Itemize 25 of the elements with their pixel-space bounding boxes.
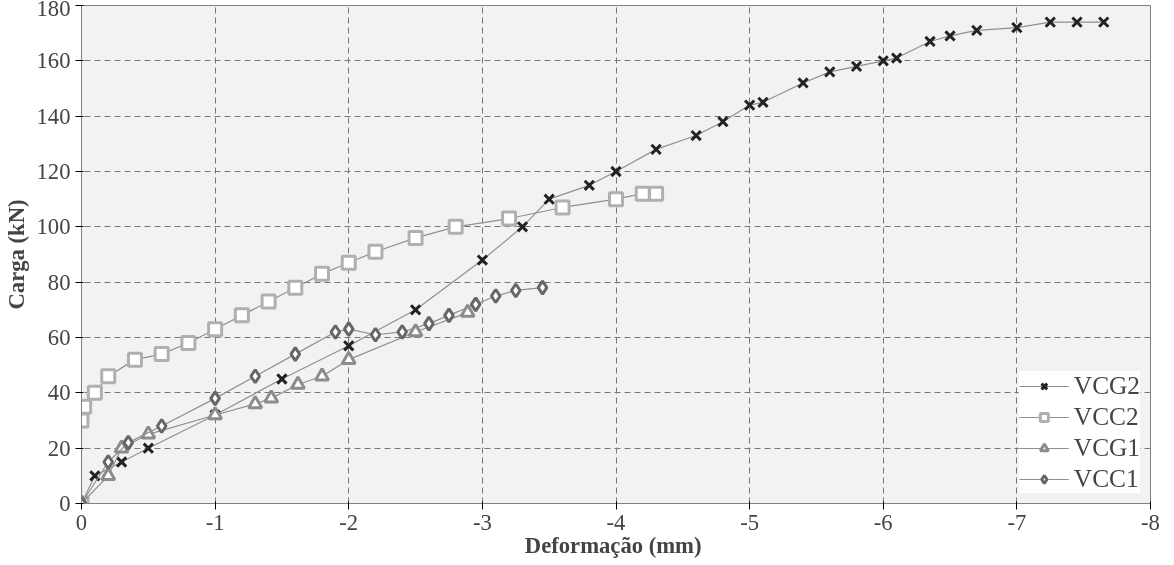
x-tick-label: -8 <box>1141 509 1160 535</box>
x-tick-label: -5 <box>740 509 760 535</box>
y-axis-title: Carga (kN) <box>3 199 29 310</box>
x-tick-label: 0 <box>75 509 88 535</box>
y-tick-label: 40 <box>47 380 71 406</box>
y-tick-label: 100 <box>36 214 71 240</box>
y-tick-label: 140 <box>36 103 71 129</box>
y-tick-label: 120 <box>36 159 71 184</box>
y-tick-label: 0 <box>59 491 71 516</box>
x-tick-label: -7 <box>1007 509 1027 535</box>
x-axis-title: Deformação (mm) <box>524 532 702 558</box>
y-tick-label: 160 <box>36 48 71 74</box>
legend-label: VCG1 <box>1073 433 1140 462</box>
x-tick-label: -1 <box>205 509 225 535</box>
y-tick-label: 20 <box>47 435 71 461</box>
x-tick-label: -3 <box>472 509 492 535</box>
legend-label: VCC1 <box>1073 464 1139 493</box>
y-tick-label: 60 <box>47 325 71 350</box>
x-tick-label: -2 <box>339 509 359 535</box>
y-tick-label: 80 <box>47 269 71 295</box>
legend-label: VCC2 <box>1073 402 1139 431</box>
legend-label: VCG2 <box>1073 371 1140 400</box>
x-tick-label: -6 <box>873 509 893 535</box>
x-tick-label: -4 <box>606 509 626 535</box>
y-tick-label: 180 <box>36 0 71 21</box>
